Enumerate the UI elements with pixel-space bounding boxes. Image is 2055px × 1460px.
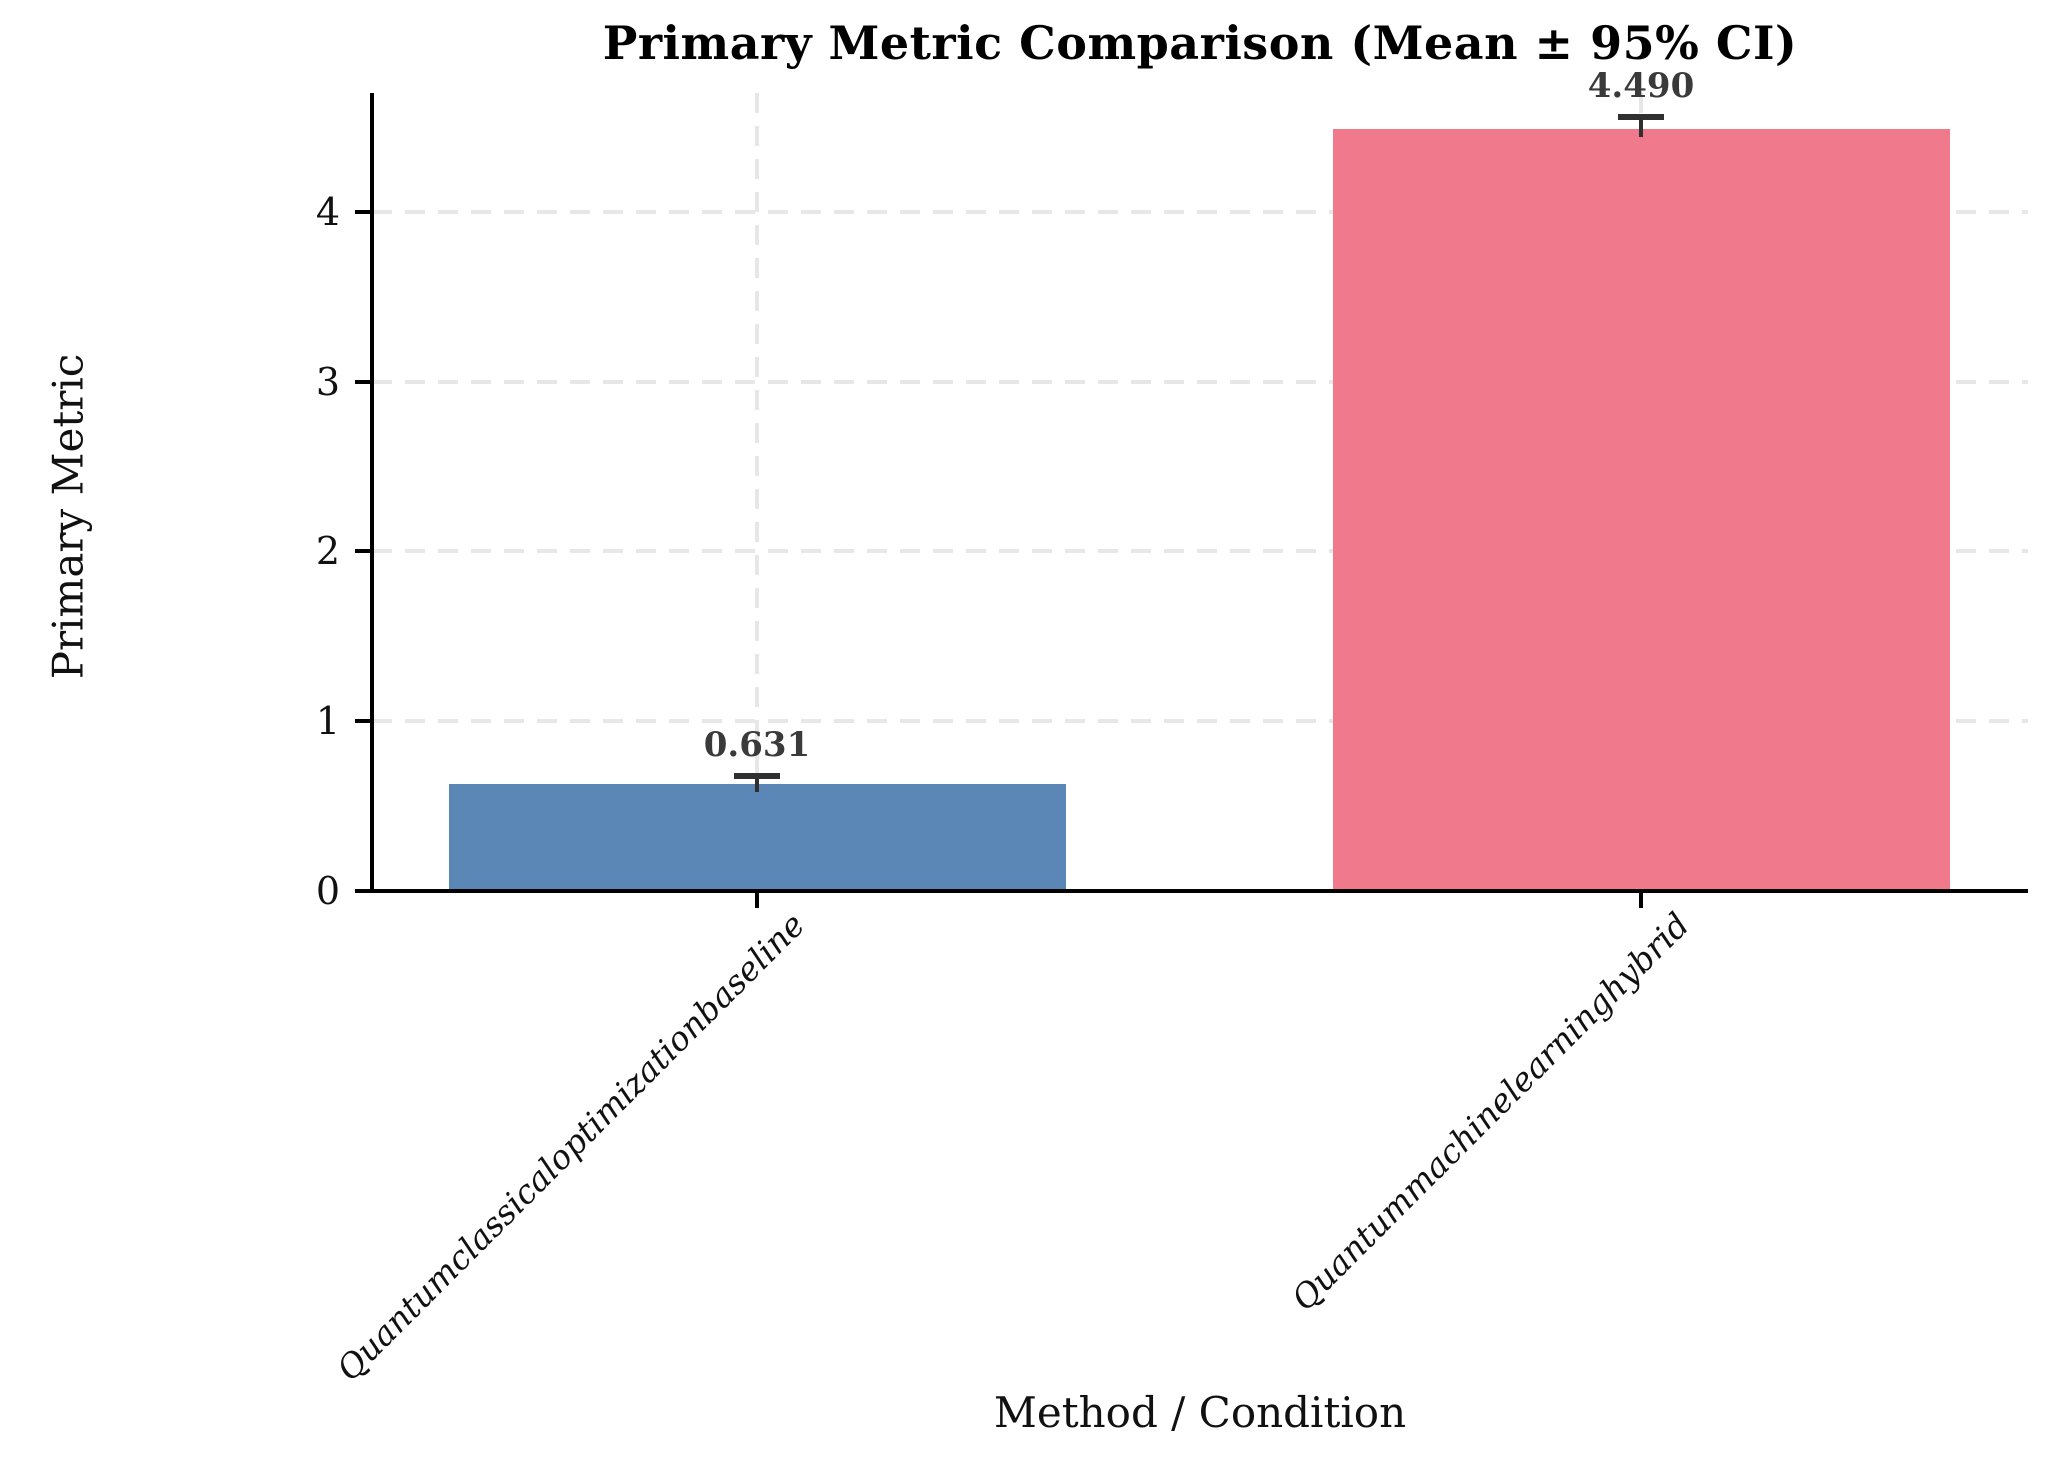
- y-tick-label: 2: [315, 529, 340, 574]
- y-tick-mark: [355, 549, 372, 554]
- h-gridline: [372, 379, 2028, 384]
- x-axis-spine: [370, 889, 2028, 893]
- y-tick-label: 0: [315, 869, 340, 913]
- h-gridline: [372, 549, 2028, 554]
- bar-value-label: 4.490: [1587, 66, 1695, 107]
- y-tick-mark: [355, 379, 372, 384]
- y-tick-label: 3: [315, 359, 340, 404]
- y-tick-mark: [355, 209, 372, 214]
- x-tick-mark: [1639, 893, 1643, 908]
- h-gridline: [372, 209, 2028, 214]
- x-axis-label: Method / Condition: [993, 1388, 1407, 1437]
- y-tick-label: 1: [315, 699, 340, 744]
- bar-value-label: 0.631: [703, 724, 811, 765]
- h-gridline: [372, 719, 2028, 724]
- error-bar-stem: [1639, 120, 1643, 137]
- error-bar-cap: [734, 772, 780, 779]
- y-tick-mark: [355, 719, 372, 724]
- error-bar-stem: [755, 778, 759, 792]
- bar-0: [448, 783, 1066, 891]
- y-tick-label: 4: [315, 189, 340, 234]
- x-tick-mark: [755, 893, 759, 908]
- y-axis-label: Primary Metric: [43, 353, 93, 680]
- error-bar-cap: [1618, 114, 1664, 121]
- plot-area: [372, 93, 2028, 891]
- v-gridline: [755, 93, 759, 891]
- chart-title: Primary Metric Comparison (Mean ± 95% CI…: [602, 16, 1798, 70]
- y-axis-spine: [370, 93, 374, 893]
- y-tick-mark: [355, 889, 372, 893]
- bar-1: [1332, 128, 1950, 891]
- x-tick-label: Quantumclassicaloptimizationbaseline: [329, 905, 813, 1389]
- x-tick-label: Quantummachinelearninghybrid: [1283, 905, 1697, 1319]
